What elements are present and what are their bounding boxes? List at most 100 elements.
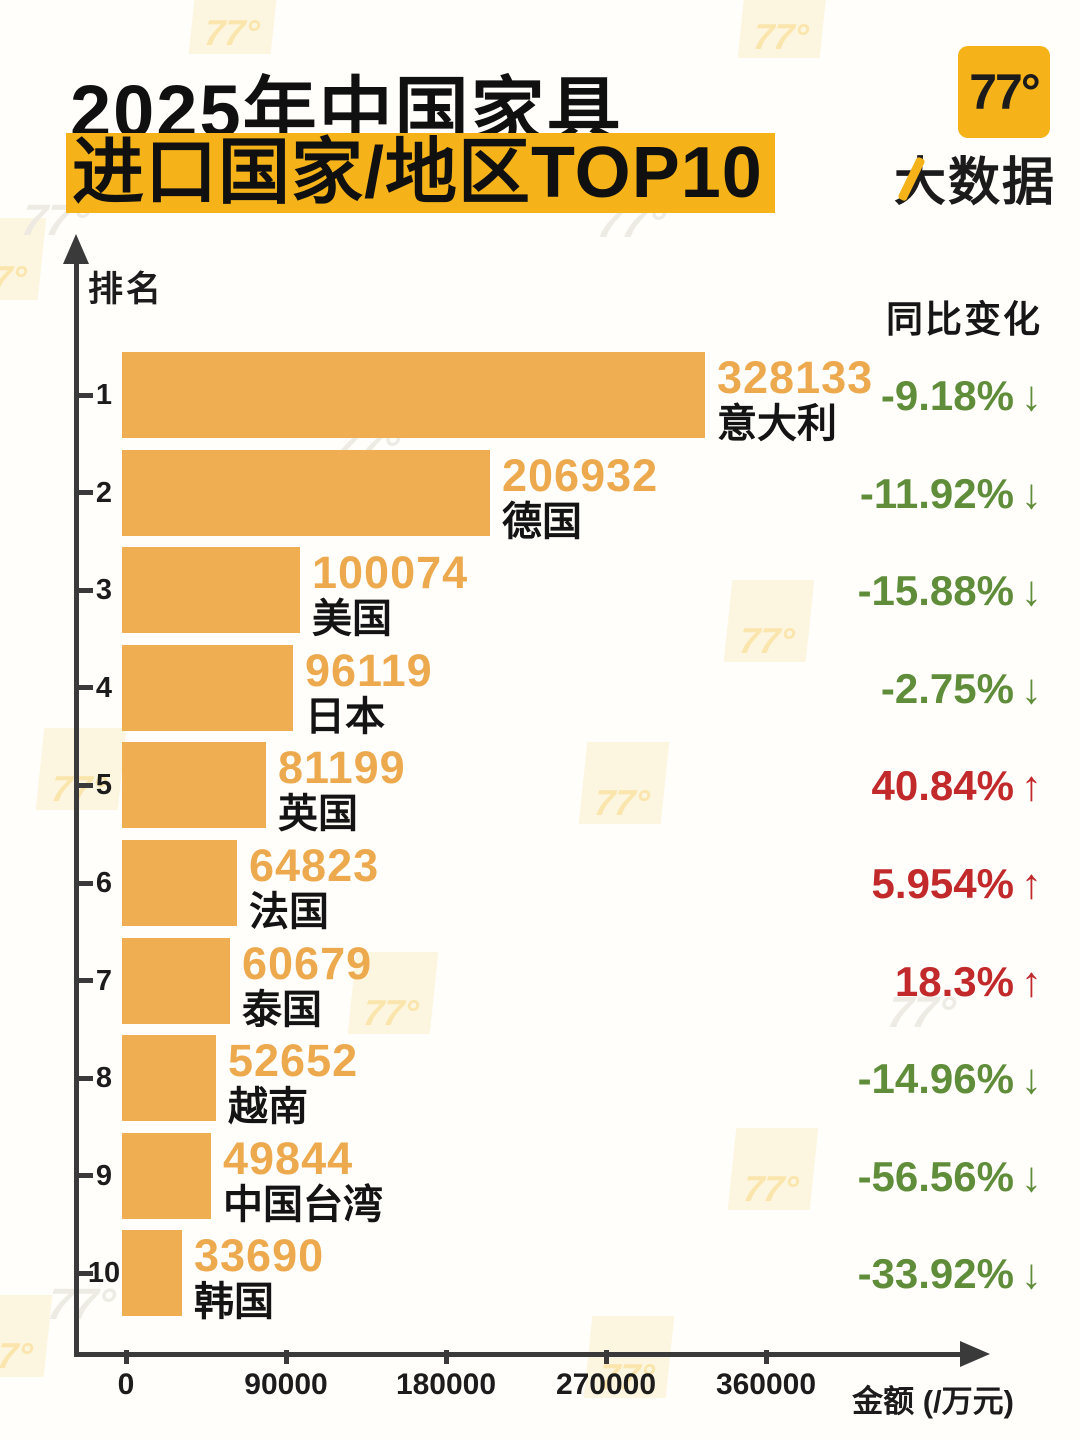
bar bbox=[122, 352, 705, 438]
arrow-down-icon: ↓ bbox=[1021, 664, 1042, 712]
change-column-header: 同比变化 bbox=[886, 299, 1042, 340]
change-percent: -11.92% bbox=[859, 469, 1014, 517]
rank-tick-label: 8 bbox=[95, 1062, 113, 1095]
y-axis-title: 排名 bbox=[88, 270, 165, 309]
arrow-down-icon: ↓ bbox=[1021, 372, 1042, 419]
bar-country-label: 法国 bbox=[249, 890, 329, 934]
bar bbox=[122, 937, 230, 1024]
change-value: -56.56% ↓ bbox=[742, 1153, 1042, 1201]
change-value: 5.954% ↑ bbox=[742, 860, 1042, 908]
change-value: -11.92% ↓ bbox=[742, 470, 1042, 518]
rank-tick-label: 2 bbox=[95, 476, 113, 509]
arrow-down-icon: ↓ bbox=[1021, 1250, 1042, 1298]
bar-value-label: 96119 bbox=[305, 644, 433, 696]
rank-tick bbox=[76, 978, 93, 984]
bar bbox=[122, 1132, 211, 1219]
x-axis-tick bbox=[604, 1350, 609, 1364]
change-value: -2.75% ↓ bbox=[742, 665, 1042, 713]
x-axis-arrow-icon bbox=[960, 1341, 990, 1367]
x-axis-tick bbox=[764, 1350, 769, 1364]
x-axis-tick-label: 180000 bbox=[395, 1368, 497, 1401]
x-axis-tick-label: 90000 bbox=[244, 1368, 328, 1401]
bar bbox=[122, 1035, 216, 1122]
arrow-down-icon: ↓ bbox=[1021, 1152, 1042, 1200]
arrow-up-icon: ↑ bbox=[1021, 860, 1042, 907]
bar-value-label: 206932 bbox=[502, 449, 659, 501]
bar-value-label: 81199 bbox=[278, 742, 406, 794]
bar-country-label: 泰国 bbox=[242, 987, 322, 1032]
change-percent: -33.92% bbox=[857, 1250, 1014, 1298]
logo-77-badge: 77° bbox=[958, 46, 1050, 138]
rank-tick-label: 4 bbox=[95, 671, 113, 704]
bar-value-label: 52652 bbox=[228, 1035, 359, 1087]
bar bbox=[122, 449, 490, 536]
change-value: 40.84% ↑ bbox=[742, 762, 1042, 810]
x-axis-tick bbox=[444, 1350, 449, 1364]
bar-value-label: 100074 bbox=[312, 547, 469, 599]
x-axis-tick bbox=[284, 1350, 289, 1364]
change-value: -33.92% ↓ bbox=[742, 1250, 1042, 1298]
rank-tick bbox=[76, 587, 93, 593]
change-value: 18.3% ↑ bbox=[742, 958, 1042, 1006]
y-axis-arrow-icon bbox=[63, 234, 89, 264]
bar-country-label: 韩国 bbox=[194, 1280, 274, 1325]
rank-tick bbox=[76, 685, 93, 691]
rank-tick bbox=[76, 1173, 93, 1179]
bar-value-label: 60679 bbox=[242, 937, 373, 989]
arrow-down-icon: ↓ bbox=[1021, 1055, 1042, 1103]
x-axis-title: 金额 (/万元) bbox=[852, 1384, 1014, 1419]
rank-tick-label: 10 bbox=[87, 1257, 121, 1290]
y-axis-line bbox=[74, 262, 79, 1357]
rank-tick-label: 9 bbox=[95, 1159, 113, 1192]
x-axis-line bbox=[74, 1352, 964, 1357]
bar-value-label: 64823 bbox=[249, 840, 380, 891]
arrow-up-icon: ↑ bbox=[1021, 762, 1042, 810]
bar-value-label: 328133 bbox=[717, 352, 874, 403]
bar bbox=[122, 1230, 182, 1317]
rank-tick bbox=[76, 1270, 93, 1276]
bar bbox=[122, 547, 300, 634]
arrow-down-icon: ↓ bbox=[1021, 469, 1042, 517]
rank-tick bbox=[76, 1075, 93, 1081]
bar-country-label: 美国 bbox=[312, 597, 392, 642]
page-title-line2: 进口国家/地区TOP10 bbox=[66, 133, 775, 213]
bar-value-label: 49844 bbox=[223, 1132, 354, 1184]
rank-tick bbox=[76, 782, 93, 788]
change-value: -14.96% ↓ bbox=[742, 1055, 1042, 1103]
arrow-up-icon: ↑ bbox=[1021, 957, 1042, 1005]
change-percent: -9.18% bbox=[880, 372, 1014, 419]
bar-country-label: 越南 bbox=[228, 1085, 308, 1130]
change-percent: -15.88% bbox=[857, 567, 1014, 615]
bar-country-label: 日本 bbox=[305, 694, 385, 739]
x-axis-tick-label: 270000 bbox=[555, 1368, 657, 1401]
change-percent: 5.954% bbox=[871, 860, 1014, 907]
change-percent: 40.84% bbox=[871, 762, 1014, 810]
bar-country-label: 英国 bbox=[278, 792, 358, 837]
change-percent: -56.56% bbox=[857, 1152, 1014, 1200]
bar-country-label: 中国台湾 bbox=[223, 1182, 383, 1227]
change-value: -9.18% ↓ bbox=[742, 372, 1042, 420]
x-axis-tick-label: 360000 bbox=[715, 1368, 817, 1401]
rank-tick bbox=[76, 392, 93, 398]
bar bbox=[122, 742, 266, 829]
x-axis-tick-label: 0 bbox=[117, 1368, 135, 1401]
change-percent: -14.96% bbox=[857, 1055, 1014, 1103]
rank-tick bbox=[76, 490, 93, 496]
rank-tick-label: 1 bbox=[95, 379, 113, 411]
rank-tick bbox=[76, 880, 93, 886]
arrow-down-icon: ↓ bbox=[1021, 567, 1042, 615]
rank-tick-label: 3 bbox=[95, 574, 113, 607]
x-axis-tick bbox=[124, 1350, 129, 1364]
bar-country-label: 意大利 bbox=[717, 402, 837, 446]
bar-value-label: 33690 bbox=[194, 1230, 325, 1282]
rank-tick-label: 7 bbox=[95, 964, 113, 997]
rank-tick-label: 6 bbox=[95, 867, 113, 899]
bar bbox=[122, 840, 237, 926]
change-value: -15.88% ↓ bbox=[742, 567, 1042, 615]
change-percent: -2.75% bbox=[880, 664, 1014, 712]
rank-tick-label: 5 bbox=[95, 769, 113, 802]
bar bbox=[122, 644, 293, 731]
bar-country-label: 德国 bbox=[502, 499, 582, 544]
